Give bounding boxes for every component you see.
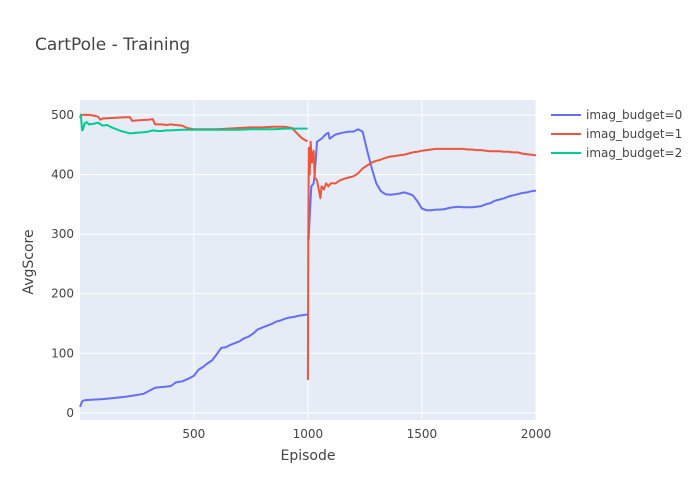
x-axis-ticks: 500 1000 1500 2000 [182, 427, 551, 441]
x-axis-title: Episode [281, 448, 336, 464]
y-axis-ticks: 0 100 200 300 400 500 [51, 108, 74, 420]
x-tick-label: 1000 [293, 427, 324, 441]
series-line-4 [79, 113, 308, 135]
y-tick-label: 400 [51, 167, 74, 181]
series-line-0 [79, 313, 308, 408]
y-tick-label: 0 [66, 406, 74, 420]
legend: imag_budget=0 imag_budget=1 imag_budget=2 [551, 108, 682, 160]
x-tick-label: 500 [182, 427, 205, 441]
x-tick-label: 2000 [521, 427, 552, 441]
y-tick-label: 100 [51, 346, 74, 360]
y-axis-title: AvgScore [21, 229, 37, 294]
legend-label: imag_budget=0 [586, 108, 682, 122]
series-layer [79, 113, 537, 408]
y-tick-label: 200 [51, 287, 74, 301]
y-tick-label: 500 [51, 108, 74, 122]
legend-label: imag_budget=1 [586, 127, 682, 141]
legend-label: imag_budget=2 [586, 146, 682, 160]
series-line-2 [80, 113, 308, 143]
y-tick-label: 300 [51, 227, 74, 241]
chart-title: CartPole - Training [35, 35, 190, 55]
series-line-3 [306, 140, 537, 381]
series-line-1 [306, 128, 537, 241]
x-tick-label: 1500 [407, 427, 438, 441]
